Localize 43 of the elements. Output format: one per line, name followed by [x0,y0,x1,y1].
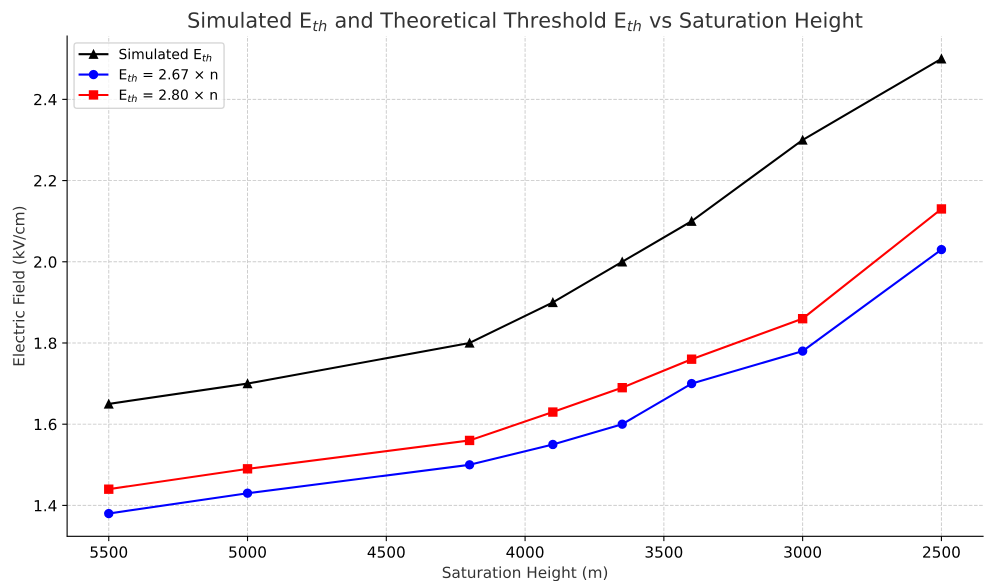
point [104,399,114,409]
point [548,440,558,450]
y-tick-label: 1.4 [34,500,57,512]
y-tick-label: 2.2 [34,175,56,186]
chart-title: Simulated E$_{th}$ and Theoretical Threshold E$_{th}$ vs Saturation Height [188,12,862,32]
point [242,488,252,498]
point [464,338,474,348]
point [464,460,474,470]
x-tick-label: 3500 [646,546,682,558]
legend-label: E$_{th}$ = 2.80 × n [120,89,217,102]
point [242,378,252,388]
x-tick-label: 4500 [368,546,405,558]
point [548,298,558,308]
legend-label: E$_{th}$ = 2.67 × n [120,69,218,82]
point [798,346,808,356]
legend-label: Simulated E$_{th}$ [119,48,212,62]
x-tick-label: 3000 [784,546,822,558]
point [104,484,114,494]
point [936,54,946,64]
point [618,257,627,266]
y-tick-label: 1.6 [34,418,56,430]
point [798,135,808,145]
point [242,464,252,474]
point [686,216,696,226]
point [686,354,696,364]
x-tick-label: 4000 [506,546,544,558]
point [936,244,946,254]
point [104,508,114,518]
point [464,436,474,446]
point [686,378,696,388]
point [798,314,808,324]
x-tick-label: 2500 [923,546,960,558]
point [618,420,627,429]
y-tick-label: 2.4 [34,94,57,106]
x-axis-title: Saturation Height (m) [442,566,608,581]
x-tick-label: 5500 [90,546,128,558]
y-tick-label: 1.8 [34,337,56,350]
point [936,204,946,214]
x-tick-label: 5000 [229,546,266,558]
y-tick-label: 2.0 [34,256,56,268]
point [618,382,627,392]
point [548,407,558,417]
y-axis-title: Electric Field (kV/cm) [12,206,26,366]
